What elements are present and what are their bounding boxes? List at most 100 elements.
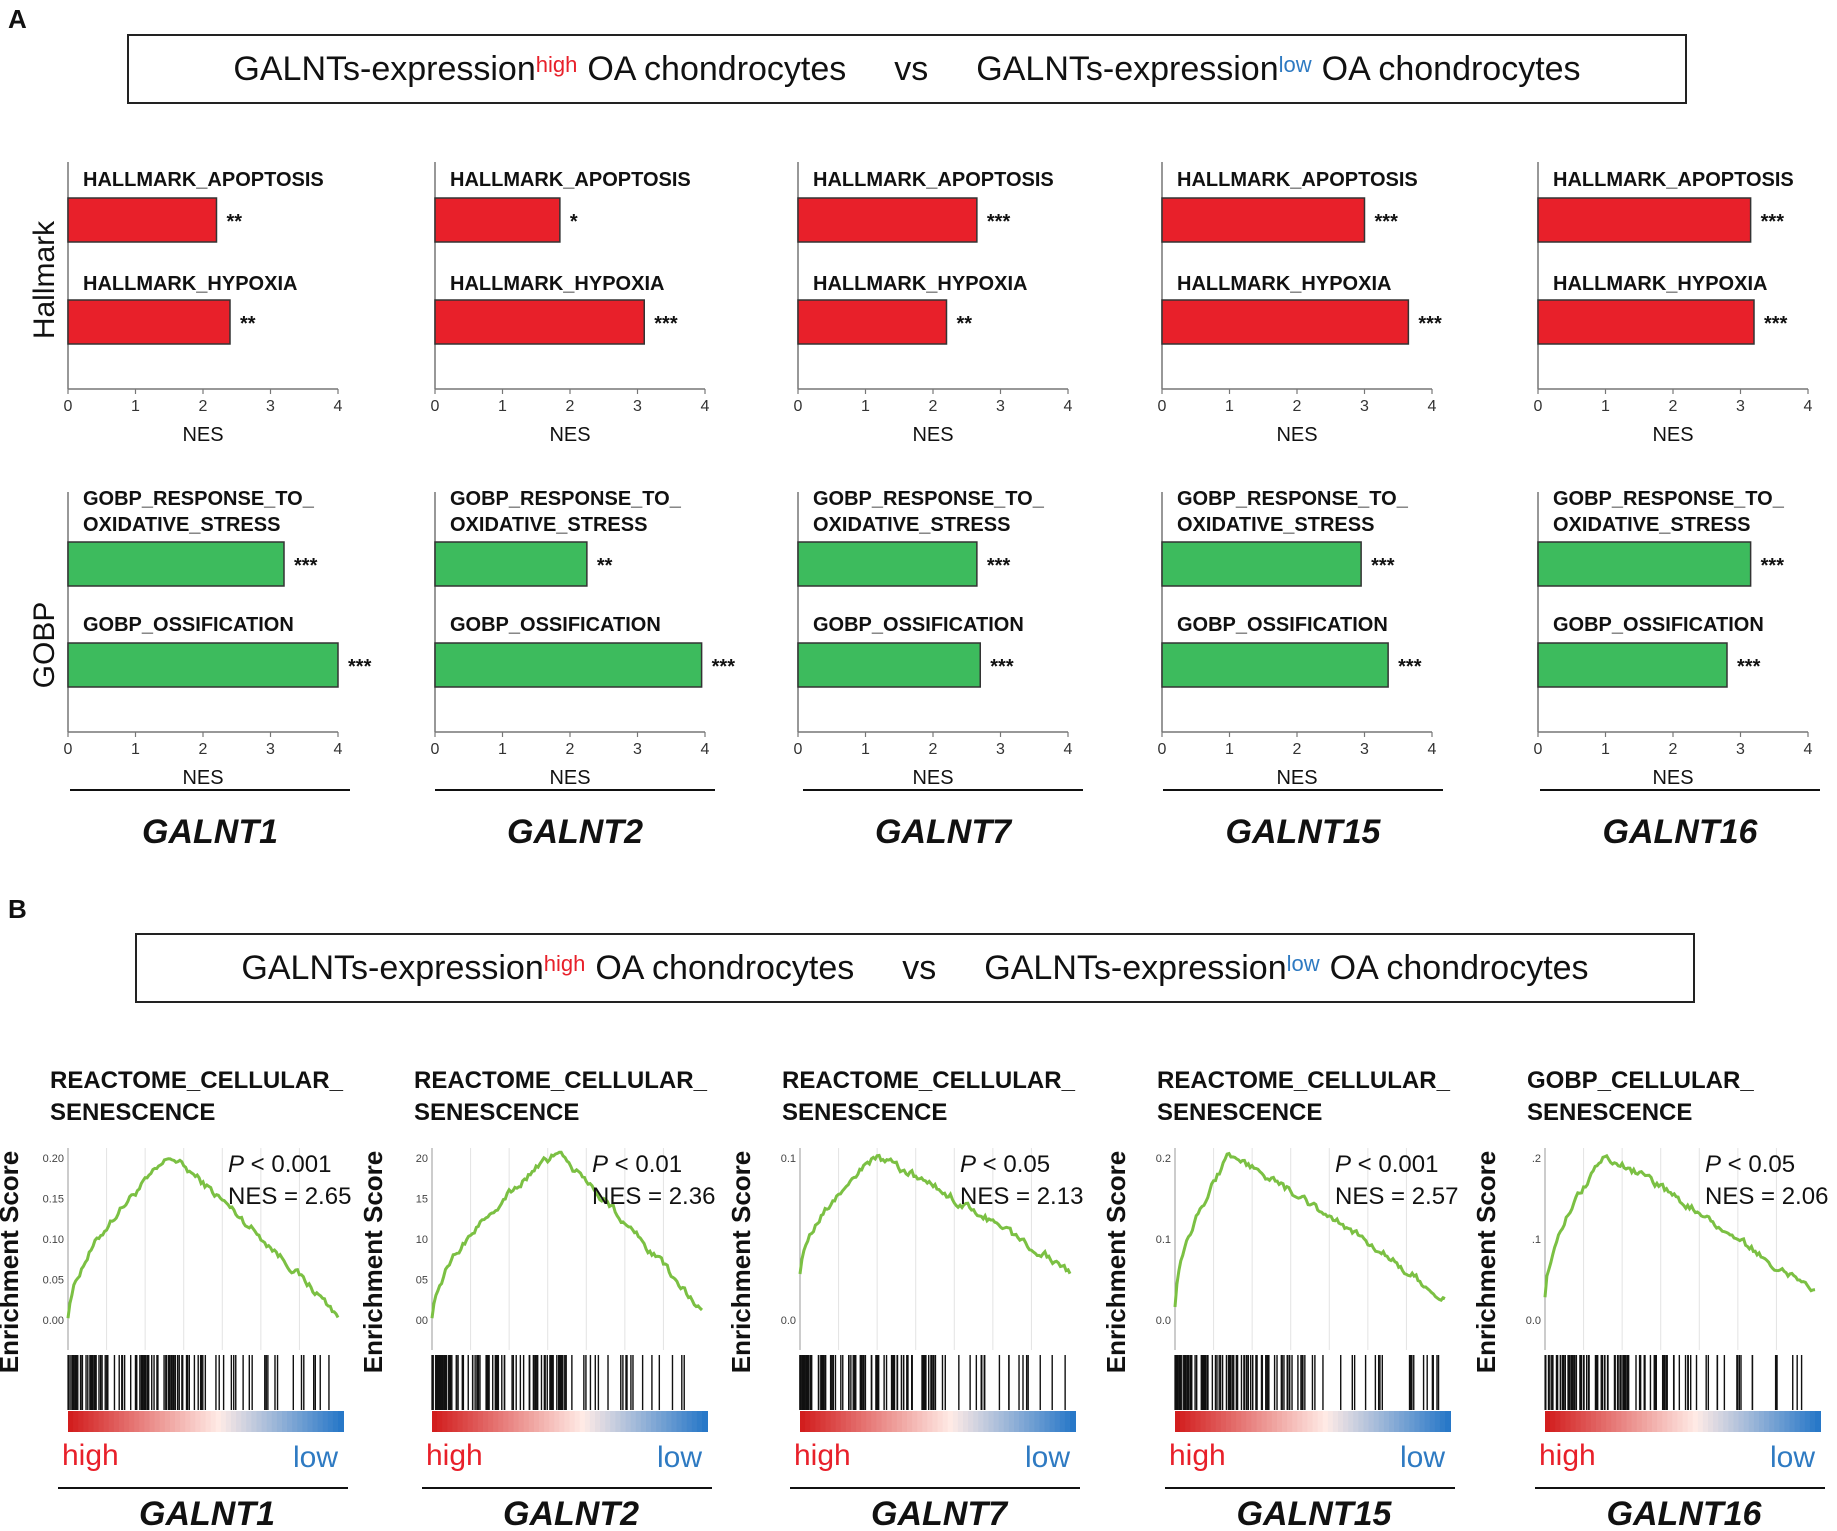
rank-heat-cell [195,1411,202,1432]
nes-text: NES = 2.65 [228,1183,351,1210]
nes-bar [797,299,948,345]
comparison-header-b: GALNTs-expression high OA chondrocytes v… [135,933,1695,1003]
rank-heat-cell [1210,1411,1217,1432]
header-vs: vs [902,948,937,987]
rank-heat-cell [559,1411,566,1432]
x-axis-title: NES [549,767,590,789]
rank-heat-cell [477,1411,484,1432]
header-right-suffix: OA chondrocytes [1321,49,1581,88]
significance-mark: *** [1764,313,1788,335]
significance-mark: ** [957,313,973,335]
enrichment-curve [430,1150,704,1319]
y-axis-title: Enrichment Score [726,1151,756,1374]
rank-heat-cell [691,1411,698,1432]
enrichment-curve [1543,1153,1816,1298]
significance-mark: *** [712,656,736,678]
x-axis-title: NES [1652,767,1693,789]
x-tick-label: 3 [1736,398,1745,415]
gsea-title: REACTOME_CELLULAR_ [1157,1067,1451,1094]
rank-heat-cell [149,1411,156,1432]
rank-heat-cell [113,1411,120,1432]
x-tick-label: 3 [266,398,275,415]
rank-heat-cell [317,1411,324,1432]
category-label: HALLMARK_HYPOXIA [83,273,297,295]
rank-heat-cell [998,1411,1005,1432]
rank-heat-cell [978,1411,985,1432]
rank-heat-cell [856,1411,863,1432]
category-label: HALLMARK_HYPOXIA [450,273,664,295]
rank-heat-cell [68,1411,74,1432]
nes-bar [1537,197,1752,243]
category-label: GOBP_RESPONSE_TO_ [83,488,315,510]
rank-heat-cell [937,1411,944,1432]
rank-heat-cell [1753,1411,1760,1432]
rank-heat-cell [922,1411,929,1432]
rank-heat-cell [174,1411,181,1432]
rank-heat-cell [467,1411,474,1432]
rank-heat-cell [1332,1411,1339,1432]
rank-heat-cell [1013,1411,1020,1432]
rank-low-label: low [1400,1441,1445,1474]
rank-heat-cell [891,1411,898,1432]
category-label: HALLMARK_APOPTOSIS [1177,169,1418,191]
rank-heat-cell [1317,1411,1324,1432]
rank-heat-cell [615,1411,622,1432]
rank-heat-cell [88,1411,95,1432]
rank-heat-cell [871,1411,878,1432]
rank-heat-cell [1738,1411,1745,1432]
enrichment-curve [798,1153,1072,1275]
gene-label: GALNT15 [1226,813,1382,851]
rank-heat-cell [906,1411,913,1432]
category-label: HALLMARK_APOPTOSIS [1553,169,1794,191]
x-tick-label: 0 [64,741,73,758]
rank-heat-cell [656,1411,663,1432]
rank-heat-cell [1190,1411,1197,1432]
rank-heat-cell [1713,1411,1720,1432]
x-tick-label: 1 [131,398,140,415]
x-tick-label: 4 [334,398,343,415]
rank-heat-cell [1804,1411,1811,1432]
rank-low-label: low [1770,1441,1815,1474]
category-label: GOBP_OSSIFICATION [1177,614,1388,636]
rank-heat-cell [1687,1411,1694,1432]
rank-heat-cell [200,1411,207,1432]
rank-heat-cell [1261,1411,1268,1432]
rank-heat-cell [1008,1411,1015,1432]
rank-heat-cell [1195,1411,1202,1432]
rank-heat-cell [144,1411,151,1432]
y-tick-label: 20 [416,1153,428,1165]
rank-heat-cell [564,1411,571,1432]
x-tick-label: 4 [1064,398,1073,415]
y-tick-label: 10 [416,1234,428,1246]
rank-heat-cell [993,1411,1000,1432]
rank-heat-cell [983,1411,990,1432]
rank-heat-cell [332,1411,339,1432]
rank-heat-cell [1044,1411,1051,1432]
rank-heat-cell [1631,1411,1638,1432]
rank-heat-cell [1733,1411,1740,1432]
x-tick-label: 2 [1669,398,1678,415]
rank-heat-cell [129,1411,136,1432]
comparison-header-a: GALNTs-expression high OA chondrocytes v… [127,34,1687,104]
rank-heat-cell [108,1411,115,1432]
rank-heat-cell [1545,1411,1551,1432]
rank-heat-cell [1322,1411,1329,1432]
rank-heat-cell [1651,1411,1658,1432]
x-axis-title: NES [912,767,953,789]
rank-heat-cell [1636,1411,1643,1432]
gsea-title: SENESCENCE [782,1099,947,1126]
rank-high-label: high [794,1439,851,1472]
rank-heat-cell [482,1411,489,1432]
rank-heat-cell [805,1411,812,1432]
gsea-title: SENESCENCE [1157,1099,1322,1126]
gsea-title: REACTOME_CELLULAR_ [414,1067,708,1094]
rank-heat-cell [886,1411,893,1432]
rank-heat-cell [1743,1411,1750,1432]
rank-heat-cell [820,1411,827,1432]
rank-heat-cell [973,1411,980,1432]
rank-heat-cell [1383,1411,1390,1432]
gene-label: GALNT16 [1607,1495,1763,1531]
rank-heat-cell [876,1411,883,1432]
y-tick-label: .1 [1532,1234,1541,1246]
nes-bar [1537,299,1755,345]
